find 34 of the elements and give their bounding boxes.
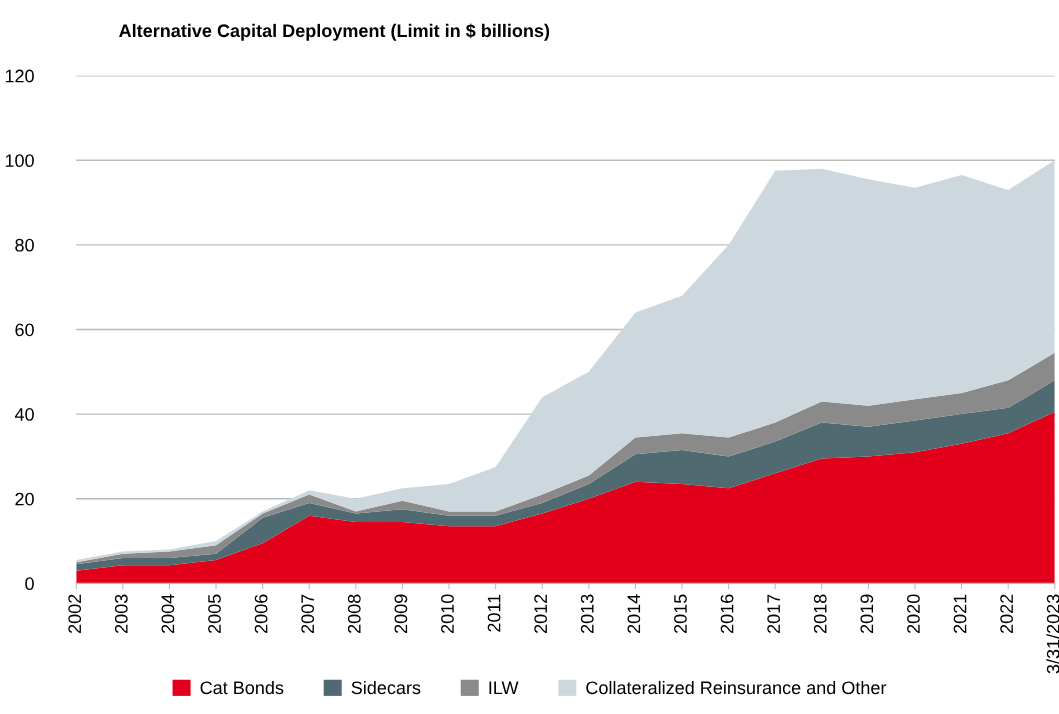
x-tick-label: 2013 (580, 594, 594, 634)
y-tick-label: 40 (14, 408, 34, 421)
y-tick-label: 20 (15, 492, 34, 506)
y-tick-label: 0 (25, 577, 34, 591)
legend-label: Cat Bonds (200, 680, 284, 695)
x-tick-label: 2005 (208, 594, 221, 634)
y-tick-label: 80 (15, 238, 34, 252)
x-tick-label: 2018 (813, 594, 827, 634)
x-tick-label: 2010 (441, 594, 454, 634)
legend-label: ILW (489, 681, 519, 694)
legend-label: Sidecars (351, 680, 421, 695)
x-tick-label: 2011 (487, 594, 501, 632)
x-tick-label: 2021 (953, 594, 967, 634)
x-tick-label: 2002 (68, 594, 82, 634)
x-tick-label: 2022 (1000, 594, 1014, 634)
x-tick-label: 2007 (301, 594, 315, 634)
x-tick-label: 2008 (347, 594, 361, 634)
x-tick-label: 2016 (720, 594, 734, 634)
y-tick-label: 100 (5, 154, 34, 168)
x-tick-label: 2006 (254, 594, 268, 634)
chart-title: Alternative Capital Deployment (Limit in $ billions) (119, 23, 550, 41)
x-tick-label: 2014 (627, 594, 641, 634)
x-tick-label: 2015 (674, 594, 687, 634)
legend-label: Collateralized Reinsurance and Other (586, 680, 887, 695)
x-tick-label: 2003 (114, 594, 128, 634)
x-tick-label: 2019 (860, 594, 874, 634)
x-tick-label: 3/31/2023 (1046, 594, 1059, 674)
y-tick-label: 120 (5, 69, 34, 83)
x-tick-label: 2017 (767, 594, 781, 634)
x-tick-label: 2012 (534, 594, 548, 634)
y-tick-label: 60 (15, 323, 34, 337)
x-tick-label: 2020 (907, 594, 920, 634)
x-tick-label: 2004 (161, 594, 175, 634)
x-tick-label: 2009 (394, 594, 408, 634)
